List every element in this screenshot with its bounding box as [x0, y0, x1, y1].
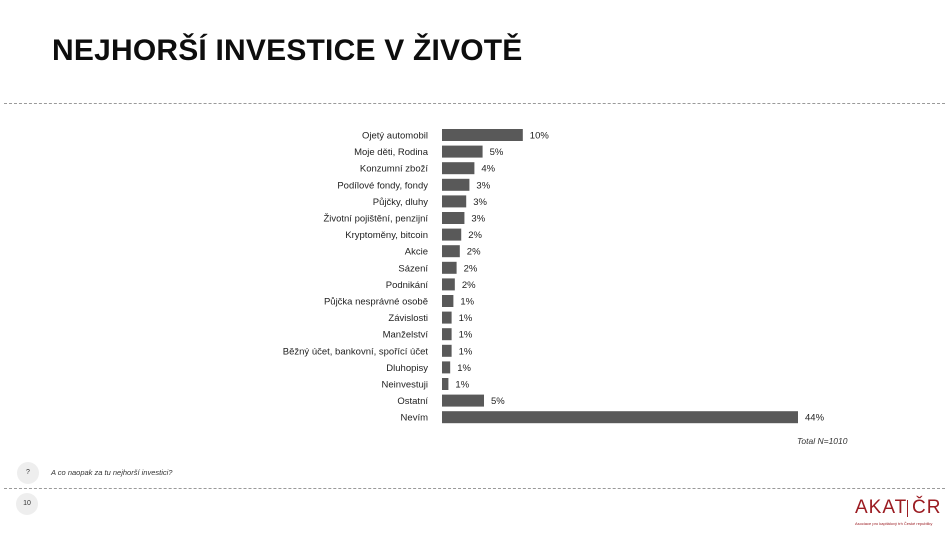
value-label: 10% — [530, 131, 550, 142]
bottom-divider — [4, 488, 945, 489]
value-label: 44% — [805, 413, 825, 424]
bar — [442, 378, 449, 390]
value-label: 3% — [476, 180, 490, 191]
bar — [442, 228, 462, 241]
bar — [442, 178, 470, 191]
bar — [442, 129, 523, 141]
category-label: Akcie — [405, 247, 428, 258]
value-label: 1% — [459, 346, 473, 357]
bar — [442, 295, 454, 307]
category-label: Podílové fondy, fondy — [337, 180, 428, 191]
category-label: Běžný účet, bankovní, spořící účet — [283, 346, 429, 357]
category-label: Půjčka nesprávné osobě — [324, 297, 428, 308]
category-label: Podnikání — [386, 280, 429, 291]
category-label: Ostatní — [397, 396, 428, 407]
bar — [442, 212, 465, 224]
bar — [442, 278, 455, 291]
category-label: Kryptoměny, bitcoin — [345, 230, 428, 241]
value-label: 5% — [491, 396, 505, 407]
category-label: Neinvestuji — [382, 380, 428, 391]
value-label: 3% — [473, 197, 487, 208]
bar-chart: Ojetý automobil 10% Moje děti, Rodina 5% Kon… — [283, 129, 825, 424]
question-text: A co naopak za tu nejhorší investici? — [51, 468, 173, 477]
value-label: 1% — [455, 380, 469, 391]
akat-logo: AKAT ČR Asociace pro kapitálový trh Česk… — [855, 497, 940, 531]
category-label: Životní pojištění, penzijní — [323, 214, 428, 225]
bar — [442, 411, 798, 424]
bar — [442, 361, 451, 374]
category-label: Dluhopisy — [386, 363, 428, 374]
value-label: 2% — [462, 280, 476, 291]
category-label: Závislosti — [388, 313, 428, 324]
value-label: 2% — [468, 230, 482, 241]
category-label: Nevím — [401, 413, 429, 424]
total-note: Total N=1010 — [797, 436, 848, 446]
value-label: 1% — [459, 330, 473, 341]
category-label: Sázení — [398, 263, 428, 274]
logo-text-cr: ČR — [912, 497, 942, 518]
bar — [442, 195, 467, 208]
category-label: Konzumní zboží — [360, 164, 428, 175]
page-number: 10 — [16, 493, 38, 515]
bar — [442, 261, 457, 274]
value-label: 1% — [457, 363, 471, 374]
bar — [442, 245, 460, 258]
value-label: 5% — [490, 147, 504, 158]
bar — [442, 311, 452, 324]
category-label: Manželství — [383, 330, 429, 341]
category-label: Půjčky, dluhy — [373, 197, 429, 208]
bar — [442, 162, 475, 175]
logo-text-akat: AKAT — [855, 497, 908, 518]
bar — [442, 344, 452, 357]
logo-separator — [907, 500, 908, 517]
bar — [442, 328, 452, 341]
bar — [442, 145, 483, 158]
top-divider — [4, 103, 945, 104]
category-label: Ojetý automobil — [362, 131, 428, 142]
value-label: 3% — [471, 214, 485, 225]
category-label: Moje děti, Rodina — [354, 147, 429, 158]
value-label: 2% — [464, 263, 478, 274]
slide-title: NEJHORŠÍ INVESTICE V ŽIVOTĚ — [52, 34, 523, 67]
bar — [442, 394, 485, 407]
question-badge: ? — [17, 462, 39, 484]
value-label: 1% — [459, 313, 473, 324]
logo-tagline: Asociace pro kapitálový trh České republ… — [855, 521, 933, 526]
value-label: 2% — [467, 247, 481, 258]
value-label: 1% — [460, 297, 474, 308]
value-label: 4% — [481, 164, 495, 175]
